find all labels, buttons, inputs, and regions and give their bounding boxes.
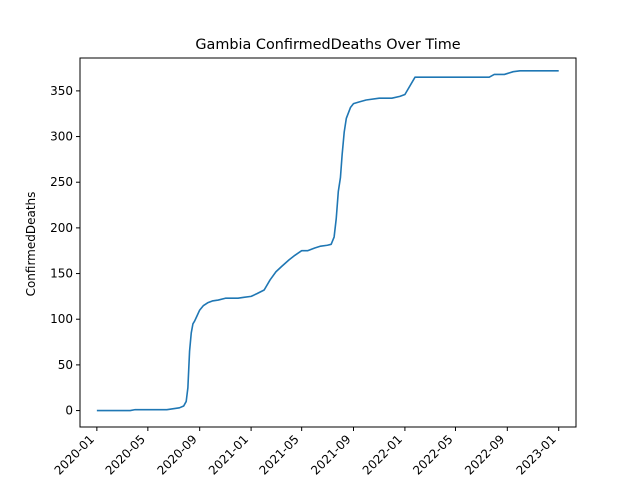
series-layer [96,69,559,412]
y-axis-label: ConfirmedDeaths [24,192,38,297]
y-axis: 0 50 100 150 200 250 300 350 [50,84,80,418]
y-tick-label: 50 [58,358,73,372]
chart-title: Gambia ConfirmedDeaths Over Time [195,37,460,53]
series-line [96,69,559,412]
y-tick-label: 200 [50,221,73,235]
plot-frame [79,57,577,428]
y-tick-label: 250 [50,175,73,189]
y-tick-label: 300 [50,130,73,144]
y-tick-label: 150 [50,267,73,281]
y-tick-label: 0 [65,404,73,418]
y-tick-label: 350 [50,84,73,98]
y-tick-label: 100 [50,312,73,326]
